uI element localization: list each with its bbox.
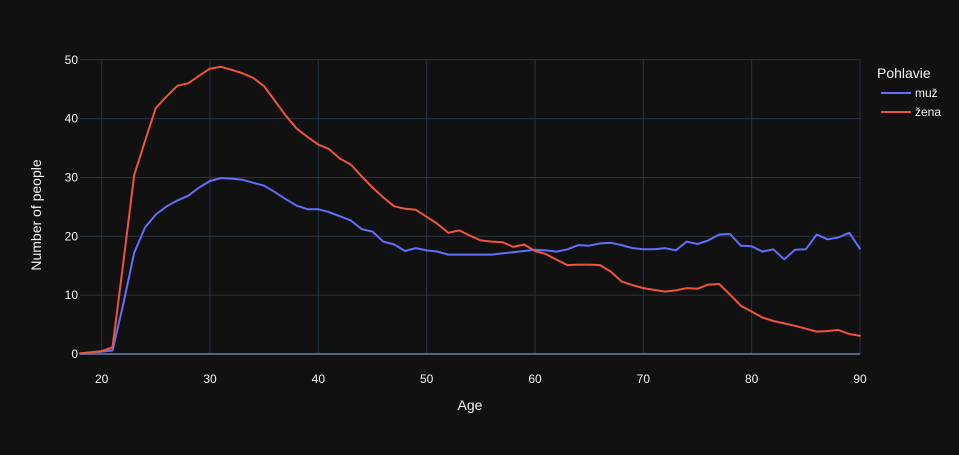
legend: Pohlavie muž žena bbox=[877, 65, 941, 119]
axes: 20 30 40 50 60 70 80 90 0 10 20 30 40 50 bbox=[65, 53, 867, 386]
y-tick-label: 0 bbox=[71, 347, 78, 361]
x-tick-label: 40 bbox=[312, 372, 326, 386]
y-tick-label: 50 bbox=[65, 53, 79, 67]
x-tick-label: 50 bbox=[420, 372, 434, 386]
grid-lines bbox=[80, 59, 861, 355]
x-tick-label: 90 bbox=[853, 372, 867, 386]
series-lines bbox=[79, 65, 861, 355]
legend-items: muž žena bbox=[881, 86, 941, 119]
x-tick-label: 60 bbox=[528, 372, 542, 386]
y-tick-label: 30 bbox=[65, 170, 79, 184]
series-line-2 bbox=[79, 65, 861, 355]
x-tick-label: 70 bbox=[637, 372, 651, 386]
y-tick-label: 20 bbox=[65, 229, 79, 243]
legend-label: muž bbox=[915, 86, 938, 100]
x-tick-label: 30 bbox=[203, 372, 217, 386]
y-axis-title: Number of people bbox=[28, 159, 44, 271]
x-axis-title: Age bbox=[458, 397, 483, 413]
y-tick-label: 10 bbox=[65, 288, 79, 302]
legend-label: žena bbox=[915, 105, 941, 119]
legend-title: Pohlavie bbox=[877, 65, 931, 81]
x-tick-label: 20 bbox=[95, 372, 109, 386]
y-tick-label: 40 bbox=[65, 112, 79, 126]
x-tick-label: 80 bbox=[745, 372, 759, 386]
series-line-1 bbox=[79, 177, 861, 355]
